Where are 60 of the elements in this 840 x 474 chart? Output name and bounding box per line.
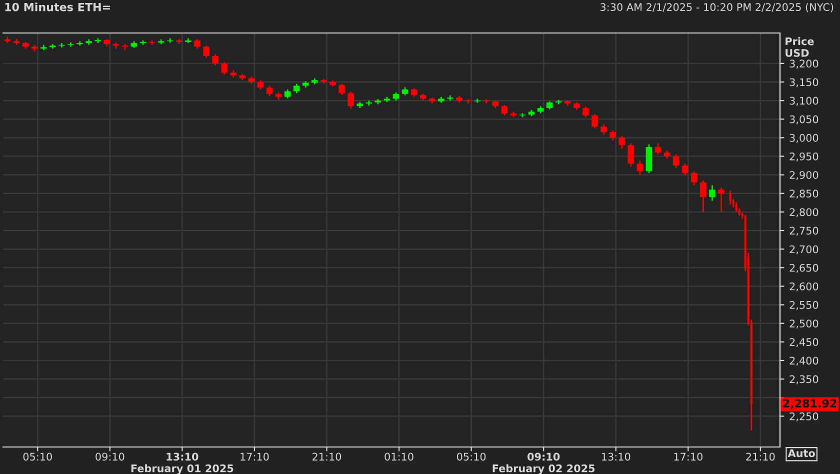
candlestick bbox=[600, 124, 607, 136]
y-tick-label: 2,700 bbox=[790, 245, 818, 254]
x-tick-label: 17:10 bbox=[240, 452, 269, 461]
text: Auto bbox=[788, 449, 815, 458]
x-tick-label: 09:10 February 02 2025 bbox=[492, 452, 595, 474]
x-tick-label: 09:10 bbox=[96, 452, 124, 461]
candlestick bbox=[212, 53, 218, 66]
x-tick-label: 21:10 bbox=[746, 452, 775, 461]
x-tick-label: 13:10 February 01 2025 bbox=[131, 452, 234, 474]
candlestick bbox=[348, 90, 354, 110]
y-tick-label: 2,850 bbox=[790, 190, 818, 199]
y-tick-label: 2,600 bbox=[790, 282, 818, 292]
x-tick-label: 21:10 bbox=[312, 452, 342, 461]
candlestick bbox=[257, 79, 264, 90]
candlestick bbox=[221, 61, 228, 76]
y-tick-label: 2,800 bbox=[790, 208, 818, 218]
x-tick-label: 17:10 bbox=[674, 452, 702, 461]
candlestick bbox=[610, 130, 616, 142]
y-tick-label: 3,000 bbox=[790, 134, 818, 143]
annotation: 2,281.92 bbox=[783, 399, 836, 409]
candlestick bbox=[718, 186, 724, 213]
candlestick bbox=[682, 163, 688, 176]
y-tick-label: 3,150 bbox=[790, 78, 818, 88]
y-tick-label: 2,450 bbox=[790, 338, 818, 348]
candlestick bbox=[501, 104, 508, 116]
candlestick bbox=[474, 98, 480, 104]
candlestick bbox=[266, 85, 273, 97]
x-tick-label: 05:10 bbox=[23, 452, 52, 461]
y-tick-label: 3,050 bbox=[790, 115, 818, 124]
candlestick bbox=[672, 154, 680, 169]
chart-subtitle: 3:30 AM 2/1/2025 - 10:20 PM 2/2/2025 (NYC) bbox=[600, 2, 834, 12]
candlestick bbox=[203, 44, 210, 59]
x-tick-label: 05:10 bbox=[456, 452, 486, 461]
candlestick bbox=[636, 160, 644, 176]
x-tick-label: 01:10 bbox=[384, 452, 414, 461]
candlestick bbox=[628, 142, 634, 168]
y-tick-label: 2,950 bbox=[790, 152, 818, 162]
y-tick-label: 2,650 bbox=[790, 264, 818, 273]
y-axis-title: Price USD bbox=[786, 37, 814, 57]
y-tick-label: 2,900 bbox=[790, 171, 818, 180]
candlestick bbox=[618, 135, 626, 150]
candlestick bbox=[194, 38, 200, 50]
y-tick-label: 2,750 bbox=[790, 226, 818, 236]
candlestick bbox=[691, 170, 698, 186]
y-tick-label: 2,500 bbox=[790, 320, 818, 329]
x-tick-label: 13:10 bbox=[602, 452, 630, 461]
y-tick-label: 2,250 bbox=[790, 412, 818, 422]
y-tick-label: 2,550 bbox=[790, 301, 818, 310]
candlestick bbox=[700, 180, 706, 213]
y-tick-label: 2,350 bbox=[790, 375, 818, 384]
candlestick bbox=[592, 113, 598, 130]
y-tick-label: 3,100 bbox=[790, 96, 818, 106]
y-tick-label: 2,400 bbox=[790, 356, 818, 366]
candlestick bbox=[654, 142, 662, 156]
chart-title: 10 Minutes ETH= bbox=[5, 2, 110, 12]
candlestick bbox=[709, 184, 716, 202]
candlestick bbox=[338, 83, 345, 96]
candlestick bbox=[293, 83, 300, 94]
y-tick-label: 3,200 bbox=[790, 60, 818, 69]
candlestick bbox=[582, 106, 589, 118]
